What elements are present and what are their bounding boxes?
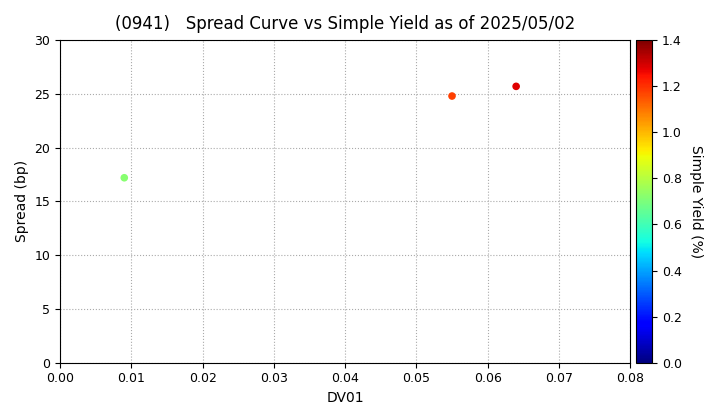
Point: [119, 174, 130, 181]
Point: [510, 83, 522, 90]
Y-axis label: Simple Yield (%): Simple Yield (%): [689, 145, 703, 258]
Point: [446, 93, 458, 100]
Y-axis label: Spread (bp): Spread (bp): [15, 160, 29, 242]
X-axis label: DV01: DV01: [326, 391, 364, 405]
Title: (0941)   Spread Curve vs Simple Yield as of 2025/05/02: (0941) Spread Curve vs Simple Yield as o…: [115, 15, 575, 33]
